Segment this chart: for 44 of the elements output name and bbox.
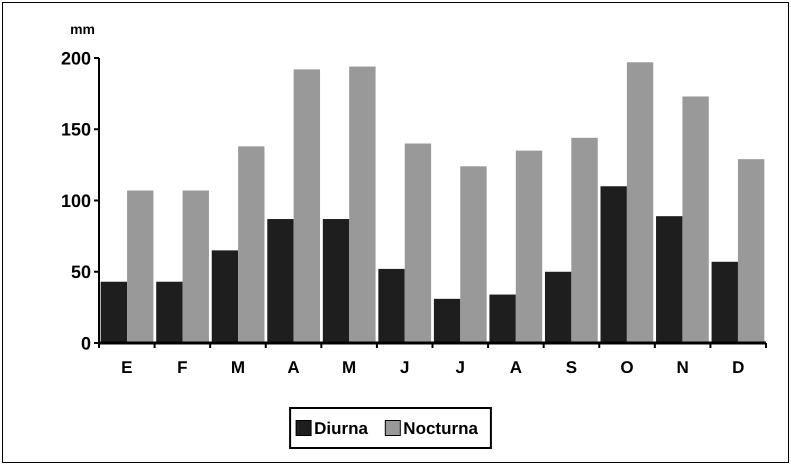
bar [100,282,128,343]
x-tick-label: M [230,358,246,377]
y-tick-label: 150 [60,120,91,140]
y-tick-label: 0 [80,333,91,354]
bar [349,66,376,343]
bar [600,186,627,343]
bar [378,268,405,343]
bar [738,159,764,343]
x-tick-label: N [676,358,689,377]
bar [294,69,320,343]
x-tick-label: M [342,358,356,377]
bar [712,262,738,343]
legend-label: Nocturna [403,418,478,438]
bar [127,190,154,343]
x-tick-label: J [456,358,466,377]
bar [434,298,460,343]
bar [626,62,654,343]
bar [544,272,572,343]
bar [238,146,264,343]
y-axis-title: mm [70,21,95,37]
bar [460,166,487,343]
x-tick-label: O [620,358,634,377]
x-tick-label: S [566,358,578,377]
bar [322,219,350,343]
x-tick-label: F [177,358,188,377]
bar [571,138,598,343]
x-tick-label: E [121,358,132,377]
y-tick-label: 50 [70,262,91,282]
x-tick-label: D [732,358,744,377]
x-tick-label: J [400,358,410,377]
bar [489,294,516,343]
bar [682,96,709,343]
y-tick-label: 100 [60,190,91,211]
bar [656,216,682,343]
bar [404,144,432,343]
bar [267,219,294,343]
x-tick-label: A [287,358,300,377]
y-tick-label: 200 [60,48,91,68]
bar [516,150,542,343]
legend-label: Diurna [314,418,368,438]
x-tick-label: A [510,358,522,377]
bar [182,190,209,343]
bar [212,250,238,343]
bar [156,282,183,343]
